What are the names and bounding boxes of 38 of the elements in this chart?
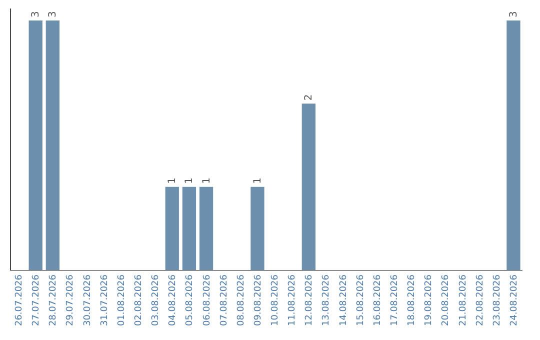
x-tick-label: 01.08.2026: [116, 274, 127, 326]
x-tick-label: 27.07.2026: [32, 274, 42, 326]
x-tick-label: 09.08.2026: [253, 274, 264, 326]
x-tick-label: 08.08.2026: [236, 274, 246, 326]
x-tick-label: 12.08.2026: [304, 274, 315, 326]
x-tick-label: 17.08.2026: [390, 274, 400, 326]
x-tick-label: 16.08.2026: [372, 274, 383, 326]
x-tick-label: 02.08.2026: [134, 274, 144, 326]
x-tick-label: 29.07.2026: [66, 274, 76, 326]
x-tick-label: 04.08.2026: [168, 274, 178, 326]
x-tick-label: 18.08.2026: [407, 274, 418, 326]
x-tick-label: 21.08.2026: [458, 274, 468, 326]
x-tick-label: 19.08.2026: [424, 274, 434, 326]
x-tick-label: 20.08.2026: [441, 274, 452, 326]
data-label: 3: [48, 11, 59, 18]
data-label: 1: [252, 177, 264, 184]
x-tick-label: 14.08.2026: [338, 274, 349, 326]
x-tick-label: 22.08.2026: [475, 274, 486, 326]
x-tick-label: 26.07.2026: [14, 274, 25, 326]
data-label: 1: [201, 177, 212, 184]
x-tick-label: 15.08.2026: [356, 274, 366, 326]
x-tick-label: 11.08.2026: [288, 274, 298, 326]
data-label: 3: [30, 11, 42, 18]
x-tick-label: 13.08.2026: [322, 274, 332, 326]
x-tick-label: 23.08.2026: [492, 274, 502, 326]
x-tick-label: 07.08.2026: [219, 274, 230, 326]
data-label: 1: [184, 177, 196, 184]
x-tick-label: 31.07.2026: [100, 274, 110, 326]
x-tick-label: 06.08.2026: [202, 274, 212, 326]
data-label: 1: [167, 177, 178, 184]
data-label: 3: [508, 11, 520, 18]
x-tick-label: 05.08.2026: [185, 274, 196, 326]
x-tick-label: 10.08.2026: [270, 274, 281, 326]
data-label: 2: [304, 94, 315, 101]
x-tick-label: 30.07.2026: [82, 274, 93, 326]
x-tick-label: 24.08.2026: [509, 274, 520, 326]
x-tick-label: 03.08.2026: [151, 274, 162, 326]
x-tick-label: 28.07.2026: [48, 274, 59, 326]
